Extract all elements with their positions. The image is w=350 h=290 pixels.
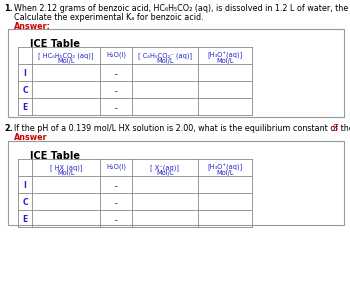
Text: -: - (115, 182, 117, 191)
Text: E: E (22, 215, 28, 224)
Text: Mol/L: Mol/L (57, 58, 75, 64)
Text: -: - (115, 216, 117, 225)
Text: -: - (115, 104, 117, 113)
Text: -: - (115, 199, 117, 208)
Text: -: - (115, 87, 117, 96)
Bar (8, 29, 344, 117)
Text: S: S (333, 124, 338, 133)
Text: C: C (22, 86, 28, 95)
Text: Mol/L: Mol/L (216, 170, 234, 176)
Text: [ HC₆H₅CO₂ (aq)]: [ HC₆H₅CO₂ (aq)] (38, 52, 94, 59)
Text: [ HX (aq)]: [ HX (aq)] (50, 164, 82, 171)
Text: Answer:: Answer: (14, 22, 51, 31)
Text: H₂O(l): H₂O(l) (106, 52, 126, 59)
Text: C: C (22, 198, 28, 207)
Text: I: I (23, 181, 27, 190)
Text: ICE Table: ICE Table (30, 151, 80, 161)
Text: [ X⁻(aq)]: [ X⁻(aq)] (150, 164, 180, 171)
Text: I: I (23, 69, 27, 78)
Text: -: - (115, 70, 117, 79)
Text: [H₃O⁺(aq)]: [H₃O⁺(aq)] (207, 164, 243, 171)
Text: Answer: Answer (14, 133, 48, 142)
Text: H₂O(l): H₂O(l) (106, 164, 126, 171)
Text: 1.: 1. (4, 4, 13, 13)
Text: ICE Table: ICE Table (30, 39, 80, 49)
Text: Mol/L: Mol/L (156, 170, 174, 176)
Text: If the pH of a 0.139 mol/L HX solution is 2.00, what is the equilibrium constant: If the pH of a 0.139 mol/L HX solution i… (14, 124, 350, 133)
Bar (8, 141, 344, 225)
Text: [H₃O⁺(aq)]: [H₃O⁺(aq)] (207, 52, 243, 59)
Text: Mol/L: Mol/L (216, 58, 234, 64)
Text: Mol/L: Mol/L (156, 58, 174, 64)
Text: 2.: 2. (4, 124, 13, 133)
Text: When 2.12 grams of benzoic acid, HC₆H₅CO₂ (aq), is dissolved in 1.2 L of water, : When 2.12 grams of benzoic acid, HC₆H₅CO… (14, 4, 350, 13)
Text: [ C₆H₅CO₂⁻ (aq)]: [ C₆H₅CO₂⁻ (aq)] (138, 52, 192, 59)
Text: Calculate the experimental Kₐ for benzoic acid.: Calculate the experimental Kₐ for benzoi… (14, 13, 204, 22)
Text: E: E (22, 103, 28, 112)
Text: Mol/L: Mol/L (57, 170, 75, 176)
